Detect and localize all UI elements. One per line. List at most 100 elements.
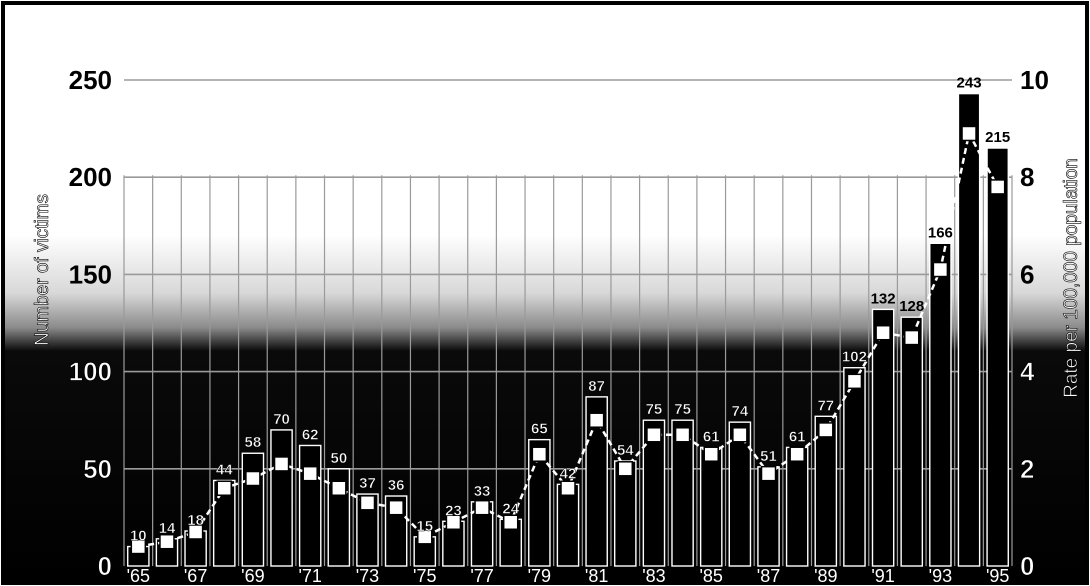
x-tick-label: '81 xyxy=(585,566,608,586)
x-tick-label: '67 xyxy=(184,566,207,586)
bar xyxy=(872,309,893,566)
rate-marker xyxy=(991,180,1005,194)
x-tick-label: '71 xyxy=(298,566,321,586)
bar-data-label: 10 xyxy=(130,528,147,545)
rate-marker xyxy=(962,126,976,140)
x-tick-label: '73 xyxy=(356,566,379,586)
bar xyxy=(300,445,321,566)
bar xyxy=(701,447,722,566)
rate-marker xyxy=(905,331,919,345)
bar-data-label: 102 xyxy=(842,349,867,366)
rate-marker xyxy=(217,481,231,495)
bar-data-label: 215 xyxy=(985,129,1010,146)
bar-data-label: 51 xyxy=(760,448,777,465)
bar-data-label: 243 xyxy=(957,75,982,92)
rate-marker xyxy=(389,501,403,515)
bar-data-label: 77 xyxy=(817,397,834,414)
rate-marker xyxy=(160,535,174,549)
rate-marker xyxy=(704,447,718,461)
rate-marker xyxy=(303,467,317,481)
x-tick-label: '69 xyxy=(241,566,264,586)
y-axis-label: Number of victims xyxy=(32,194,53,346)
x-tick-label: '87 xyxy=(757,566,780,586)
rate-marker xyxy=(762,467,776,481)
bar-data-label: 54 xyxy=(617,442,634,459)
rate-marker xyxy=(933,263,947,277)
x-tick-label: '83 xyxy=(642,566,665,586)
bar xyxy=(930,243,951,566)
bar-data-label: 75 xyxy=(674,401,691,418)
x-tick-label: '77 xyxy=(470,566,493,586)
rate-marker xyxy=(360,496,374,510)
bar-data-label: 42 xyxy=(560,465,577,482)
bar-data-label: 37 xyxy=(359,475,376,492)
bar-data-label: 65 xyxy=(531,421,548,438)
y-tick-label: 250 xyxy=(69,65,112,95)
bar-data-label: 23 xyxy=(445,502,462,519)
y-tick-label: 100 xyxy=(69,357,112,387)
rate-marker xyxy=(590,413,604,427)
y-tick-label: 200 xyxy=(69,162,112,192)
y2-tick-label: 10 xyxy=(1020,65,1049,95)
bar-data-label: 50 xyxy=(330,450,347,467)
x-tick-label: '91 xyxy=(871,566,894,586)
bar-data-label: 62 xyxy=(302,426,319,443)
bar-data-label: 24 xyxy=(502,500,519,517)
x-tick-label: '65 xyxy=(127,566,150,586)
bar-data-label: 132 xyxy=(871,290,896,307)
x-tick-label: '89 xyxy=(814,566,837,586)
y-tick-label: 0 xyxy=(98,551,112,581)
rate-marker xyxy=(819,423,833,437)
y2-tick-label: 0 xyxy=(1020,551,1034,581)
bar xyxy=(958,94,979,566)
bar-data-label: 166 xyxy=(928,224,953,241)
x-tick-label: '75 xyxy=(413,566,436,586)
bar xyxy=(758,467,779,566)
bar xyxy=(901,317,922,566)
bar-data-label: 87 xyxy=(588,378,605,395)
rate-marker xyxy=(876,326,890,340)
bar-data-label: 44 xyxy=(216,461,233,478)
rate-marker xyxy=(733,428,747,442)
rate-marker xyxy=(790,447,804,461)
bar-data-label: 33 xyxy=(474,483,491,500)
bar-data-label: 61 xyxy=(789,428,806,445)
rate-marker xyxy=(332,481,346,495)
y2-tick-label: 6 xyxy=(1020,259,1034,289)
y-tick-label: 50 xyxy=(83,454,112,484)
y-tick-label: 150 xyxy=(69,259,112,289)
y2-axis-label: Rate per 100,000 population xyxy=(1061,158,1082,398)
bar xyxy=(242,453,263,566)
x-tick-label: '85 xyxy=(699,566,722,586)
rate-marker xyxy=(847,374,861,388)
bar xyxy=(787,447,808,566)
bar-data-label: 15 xyxy=(416,518,433,535)
x-tick-label: '79 xyxy=(528,566,551,586)
bar xyxy=(844,368,865,566)
bar-data-label: 36 xyxy=(388,477,405,494)
rate-marker xyxy=(618,462,632,476)
rate-marker xyxy=(504,515,518,529)
y2-tick-label: 2 xyxy=(1020,454,1034,484)
x-tick-label: '95 xyxy=(986,566,1009,586)
bar-data-label: 14 xyxy=(159,520,176,537)
bar xyxy=(271,430,292,566)
y2-tick-label: 4 xyxy=(1020,357,1035,387)
bar xyxy=(987,148,1008,566)
bar-data-label: 58 xyxy=(245,434,262,451)
bar xyxy=(615,461,636,566)
bar-data-label: 18 xyxy=(187,512,204,529)
bar-data-label: 74 xyxy=(732,403,749,420)
rate-marker xyxy=(676,428,690,442)
rate-marker xyxy=(647,428,661,442)
bar xyxy=(815,416,836,566)
rate-marker xyxy=(475,501,489,515)
rate-marker xyxy=(246,472,260,486)
rate-marker xyxy=(561,481,575,495)
bar-data-label: 75 xyxy=(646,401,663,418)
y2-tick-label: 8 xyxy=(1020,162,1034,192)
x-tick-label: '93 xyxy=(929,566,952,586)
rate-marker xyxy=(275,457,289,471)
rate-marker xyxy=(532,447,546,461)
